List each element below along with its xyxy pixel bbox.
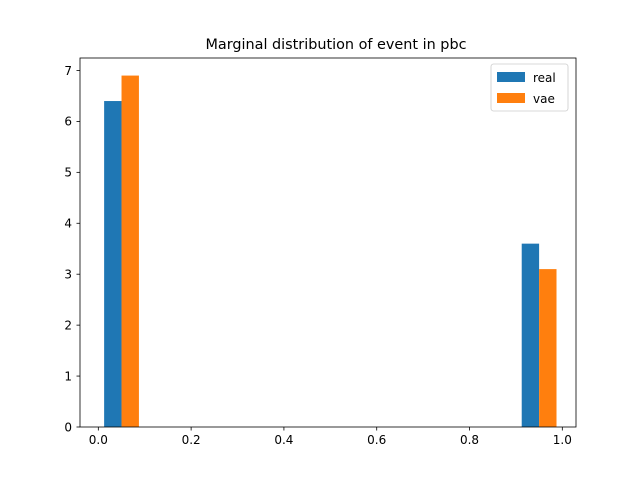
legend-label-vae: vae	[533, 92, 555, 106]
y-axis-ticks: 0 1 2 3 4 5 6 7	[64, 64, 80, 434]
legend-swatch-vae	[497, 93, 525, 103]
bar-vae-1	[539, 269, 557, 427]
x-axis-ticks: 0.0 0.2 0.4 0.6 0.8 1.0	[89, 427, 572, 447]
x-tick-label: 1.0	[553, 433, 572, 447]
x-tick-label: 0.0	[89, 433, 108, 447]
y-tick-label: 4	[64, 217, 72, 231]
y-tick-label: 2	[64, 318, 72, 332]
bars-layer	[104, 75, 557, 428]
y-tick-label: 3	[64, 268, 72, 282]
y-tick-label: 0	[64, 420, 72, 434]
y-tick-label: 6	[64, 115, 72, 129]
legend-swatch-real	[497, 72, 525, 82]
x-tick-label: 0.6	[367, 433, 386, 447]
bar-real-0	[104, 101, 122, 428]
y-tick-label: 7	[64, 64, 72, 78]
x-tick-label: 0.2	[182, 433, 201, 447]
x-tick-label: 0.8	[460, 433, 479, 447]
y-tick-label: 5	[64, 166, 72, 180]
y-tick-label: 1	[64, 369, 72, 383]
x-tick-label: 0.4	[274, 433, 293, 447]
chart-title: Marginal distribution of event in pbc	[205, 37, 466, 53]
legend: real vae	[490, 63, 569, 112]
bar-vae-0	[121, 75, 139, 428]
axes-frame	[79, 57, 577, 428]
legend-label-real: real	[533, 71, 556, 85]
bar-real-1	[521, 243, 540, 427]
legend-box	[490, 63, 569, 112]
